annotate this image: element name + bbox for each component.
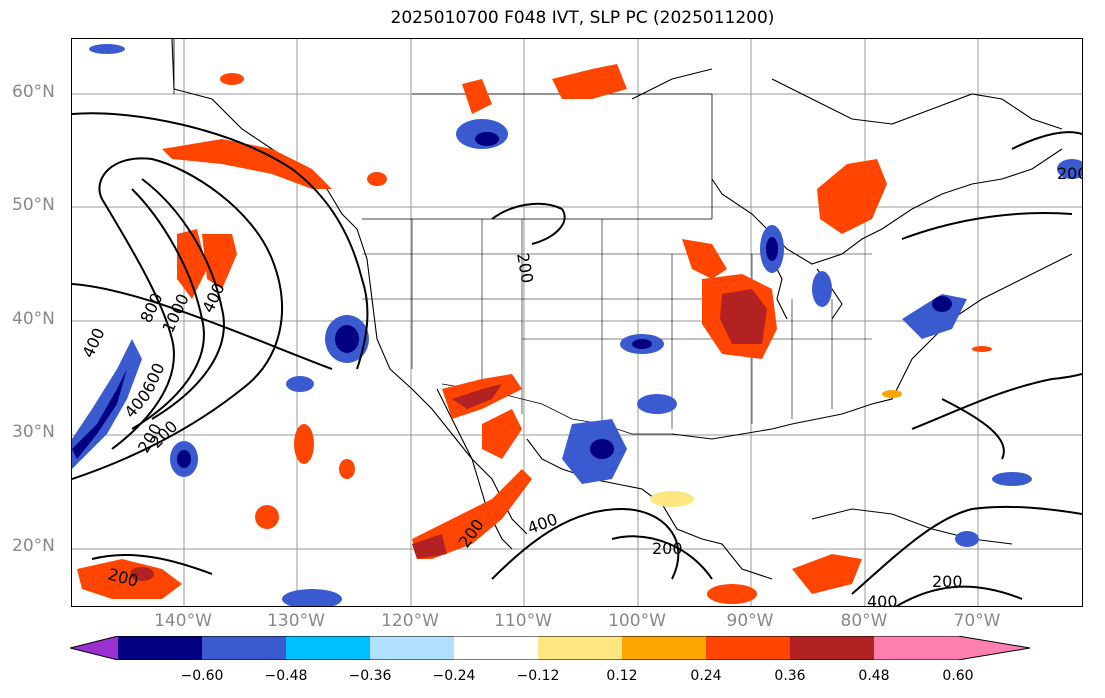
lat-label-40n: 40°N: [12, 309, 55, 329]
lon-label-130w: 130°W: [267, 611, 325, 631]
contour-label: 400: [525, 509, 560, 537]
lat-label-50n: 50°N: [12, 195, 55, 215]
lat-label-30n: 30°N: [12, 422, 55, 442]
colorbar-bin: [874, 636, 958, 660]
colorbar-bin: [118, 636, 202, 660]
colorbar-bin: [622, 636, 706, 660]
colorbar-extend-high: [958, 636, 1030, 660]
lat-label-60n: 60°N: [12, 82, 55, 102]
colorbar-tick-label: −0.60: [180, 668, 224, 684]
colorbar-tick-label: 0.48: [858, 668, 890, 684]
contour-label: 200: [652, 539, 683, 558]
lon-label-70w: 70°W: [953, 611, 1001, 631]
map-canvas: 200 200 200 200 200 200 200 400 400 400 …: [72, 39, 1082, 606]
contour-label: 400: [78, 325, 108, 361]
lon-label-80w: 80°W: [840, 611, 888, 631]
colorbar-extend-low: [70, 636, 118, 660]
negative-anomaly-patches: [72, 44, 1082, 606]
colorbar-bin: [454, 636, 538, 660]
contour-label: 200: [513, 251, 537, 284]
colorbar-tick-label: −0.48: [264, 668, 308, 684]
lat-label-20n: 20°N: [12, 536, 55, 556]
positive-anomaly-patches: [77, 64, 992, 604]
colorbar-tick-label: −0.36: [348, 668, 392, 684]
colorbar-tick-label: −0.12: [516, 668, 560, 684]
lon-label-100w: 100°W: [608, 611, 666, 631]
colorbar-bin: [538, 636, 622, 660]
colorbar-tick-label: 0.36: [774, 668, 806, 684]
colorbar-bin: [370, 636, 454, 660]
colorbar-bin: [286, 636, 370, 660]
state-borders: [362, 219, 872, 434]
country-borders: [173, 39, 713, 435]
map-panel: 200 200 200 200 200 200 200 400 400 400 …: [71, 38, 1083, 607]
lon-label-120w: 120°W: [381, 611, 439, 631]
colorbar: [70, 636, 1031, 660]
colorbar-tick-label: 0.60: [942, 668, 974, 684]
colorbar-bin: [202, 636, 286, 660]
graticule: [72, 39, 1082, 606]
lon-label-110w: 110°W: [494, 611, 552, 631]
colorbar-tick-label: −0.24: [432, 668, 476, 684]
contour-label: 400: [867, 592, 898, 606]
map-title: 2025010700 F048 IVT, SLP PC (2025011200): [390, 8, 775, 28]
contour-labels: 200 200 200 200 200 200 200 400 400 400 …: [78, 164, 1082, 606]
lon-label-90w: 90°W: [726, 611, 774, 631]
colorbar-tick-label: 0.12: [606, 668, 638, 684]
lon-label-140w: 140°W: [154, 611, 212, 631]
colorbar-bin: [706, 636, 790, 660]
colorbar-bin: [790, 636, 874, 660]
contour-label: 400: [198, 280, 228, 316]
contour-label: 200: [1057, 164, 1082, 183]
contour-label: 200: [932, 572, 963, 591]
slp-contours: [72, 112, 1082, 606]
colorbar-tick-label: 0.24: [690, 668, 722, 684]
